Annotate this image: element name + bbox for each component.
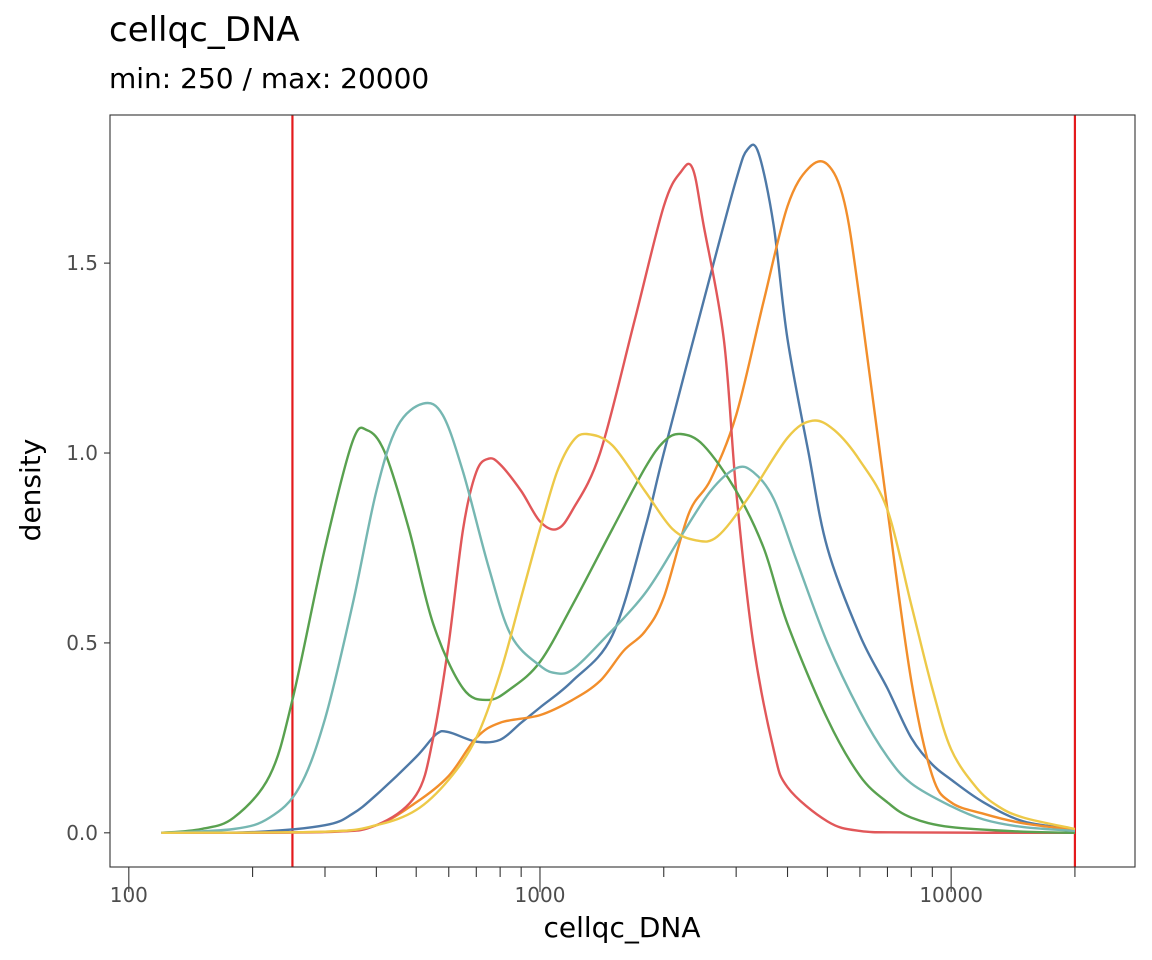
x-tick-label: 1000 bbox=[515, 883, 566, 907]
y-tick-label: 0.0 bbox=[66, 821, 98, 845]
x-axis: 100 1000 10000 bbox=[110, 867, 1076, 907]
density-curve-4 bbox=[161, 426, 1075, 834]
panel-border bbox=[109, 114, 1136, 868]
x-tick-label: 100 bbox=[110, 883, 148, 907]
y-tick-label: 1.5 bbox=[66, 251, 98, 275]
density-curve-1 bbox=[161, 143, 1076, 835]
y-axis: 0.0 0.5 1.0 1.5 bbox=[66, 251, 110, 845]
threshold-lines bbox=[291, 115, 1077, 867]
density-curve-3 bbox=[161, 162, 1075, 835]
chart-title: cellqc_DNA bbox=[109, 10, 300, 50]
chart-subtitle: min: 250 / max: 20000 bbox=[109, 62, 430, 95]
density-curves bbox=[161, 143, 1076, 835]
y-tick-label: 1.0 bbox=[66, 441, 98, 465]
density-curve-2 bbox=[161, 160, 1076, 834]
y-tick-label: 0.5 bbox=[66, 631, 98, 655]
x-tick-label: 10000 bbox=[919, 883, 983, 907]
density-curve-5 bbox=[161, 401, 1075, 834]
density-curve-6 bbox=[161, 419, 1076, 834]
x-axis-title: cellqc_DNA bbox=[543, 911, 700, 944]
y-axis-title: density bbox=[14, 439, 47, 542]
